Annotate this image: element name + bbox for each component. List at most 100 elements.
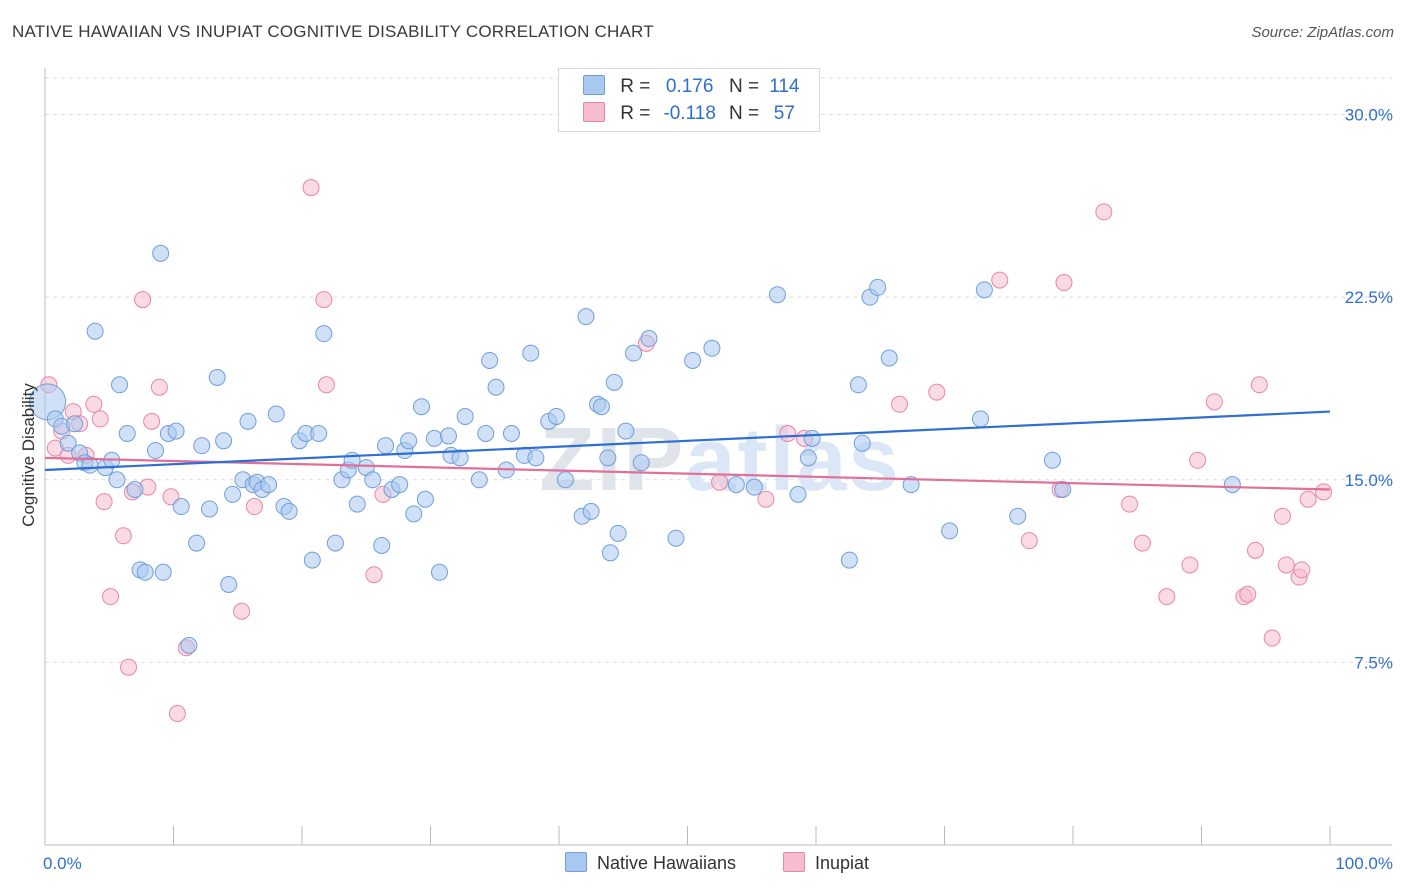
inupiat-point	[1095, 203, 1113, 221]
native-hawaiians-point	[470, 471, 488, 489]
native-hawaiians-point	[416, 490, 434, 508]
inupiat-point	[162, 488, 180, 506]
native-hawaiians-point	[1054, 481, 1072, 499]
native-hawaiians-points	[29, 244, 1241, 654]
native-hawaiians-point	[180, 636, 198, 654]
inupiat-trend-line	[44, 456, 1331, 491]
native-hawaiians-point	[1223, 476, 1241, 494]
inupiat-point	[1133, 534, 1151, 552]
chart-title: NATIVE HAWAIIAN VS INUPIAT COGNITIVE DIS…	[12, 22, 654, 41]
native-hawaiians-point	[200, 500, 218, 518]
native-hawaiians-point	[310, 424, 328, 442]
native-hawaiians-point	[152, 244, 170, 262]
native-hawaiians-point	[315, 325, 333, 343]
inupiat-point	[95, 493, 113, 511]
inupiat-point	[1121, 495, 1139, 513]
inupiat-point	[711, 473, 729, 491]
inupiat-point	[1299, 490, 1317, 508]
native-hawaiians-point	[971, 410, 989, 428]
native-hawaiians-point	[267, 405, 285, 423]
stats-row-inupiat: R = -0.118 N = 57	[583, 102, 804, 126]
native-hawaiians-point	[430, 563, 448, 581]
r-label: R =	[620, 76, 651, 97]
inupiat-point	[114, 527, 132, 545]
native-hawaiians-point	[425, 429, 443, 447]
y-axis-label: Cognitive Disability	[19, 383, 38, 527]
native-hawaiians-point	[487, 378, 505, 396]
native-hawaiians-point	[348, 495, 366, 513]
native-hawaiians-point	[605, 373, 623, 391]
stats-row-native-hawaiians: R = 0.176 N = 114	[583, 75, 804, 99]
inupiat-point	[168, 705, 186, 723]
native-hawaiians-point	[167, 422, 185, 440]
native-hawaiians-point	[86, 322, 104, 340]
native-hawaiians-point	[147, 442, 165, 460]
native-hawaiians-point	[59, 434, 77, 452]
x-tick-label: 100.0%	[1335, 854, 1393, 873]
inupiat-point	[134, 291, 152, 309]
axis-layer: 7.5% 15.0% 22.5% 30.0% 0.0% 100.0%	[43, 68, 1393, 873]
inupiat-point	[1205, 393, 1223, 411]
legend-item-native-hawaiians: Native Hawaiians	[565, 852, 736, 874]
native-hawaiians-point	[111, 376, 129, 394]
y-tick-label: 7.5%	[1354, 653, 1393, 672]
stats-legend: R = 0.176 N = 114 R = -0.118 N = 57	[558, 68, 820, 132]
native-hawaiians-point	[118, 424, 136, 442]
native-hawaiians-point	[400, 432, 418, 450]
native-hawaiians-point	[667, 529, 685, 547]
inupiat-point	[91, 410, 109, 428]
native-hawaiians-point	[1043, 451, 1061, 469]
inupiat-point	[1020, 532, 1038, 550]
inupiat-point	[315, 291, 333, 309]
native-hawaiians-point	[481, 351, 499, 369]
native-hawaiians-point	[849, 376, 867, 394]
native-hawaiians-point	[154, 563, 172, 581]
inupiat-point	[1246, 541, 1264, 559]
native-hawaiians-point	[220, 575, 238, 593]
native-hawaiians-trend-line	[44, 410, 1331, 472]
native-hawaiians-point	[582, 502, 600, 520]
y-tick-label: 30.0%	[1345, 106, 1393, 125]
inupiat-point	[233, 602, 251, 620]
r-value: 0.176	[665, 76, 714, 97]
native-hawaiians-point	[303, 551, 321, 569]
native-hawaiians-point	[373, 537, 391, 555]
native-hawaiians-point	[439, 427, 457, 445]
inupiat-point	[779, 424, 797, 442]
inupiat-point	[1273, 507, 1291, 525]
n-value: 57	[773, 103, 795, 124]
n-label: N =	[728, 103, 760, 124]
native-hawaiians-point	[208, 368, 226, 386]
n-label: N =	[728, 76, 760, 97]
native-hawaiians-point	[326, 534, 344, 552]
native-hawaiians-point	[789, 485, 807, 503]
native-hawaiians-point	[975, 281, 993, 299]
inupiat-point	[1189, 451, 1207, 469]
native-hawaiians-point	[625, 344, 643, 362]
inupiat-point	[1315, 483, 1333, 501]
inupiat-point	[317, 376, 335, 394]
native-hawaiians-point	[66, 415, 84, 433]
legend-item-inupiat: Inupiat	[783, 852, 869, 874]
inupiat-point	[1250, 376, 1268, 394]
inupiat-point	[85, 395, 103, 413]
inupiat-point	[891, 395, 909, 413]
blue-swatch	[583, 75, 605, 95]
legend-label: Inupiat	[815, 853, 870, 873]
native-hawaiians-point	[880, 349, 898, 367]
x-tick-label: 0.0%	[43, 854, 82, 873]
pink-swatch	[783, 852, 805, 872]
native-hawaiians-point	[405, 505, 423, 523]
inupiat-point	[1277, 556, 1295, 574]
trend-lines	[44, 410, 1331, 491]
native-hawaiians-point	[803, 429, 821, 447]
n-value: 114	[769, 76, 800, 97]
native-hawaiians-point	[193, 437, 211, 455]
native-hawaiians-point	[260, 476, 278, 494]
native-hawaiians-point	[377, 437, 395, 455]
native-hawaiians-point	[364, 471, 382, 489]
native-hawaiians-point	[215, 432, 233, 450]
watermark: ZIPatlas	[539, 410, 900, 510]
native-hawaiians-point	[522, 344, 540, 362]
native-hawaiians-point	[617, 422, 635, 440]
